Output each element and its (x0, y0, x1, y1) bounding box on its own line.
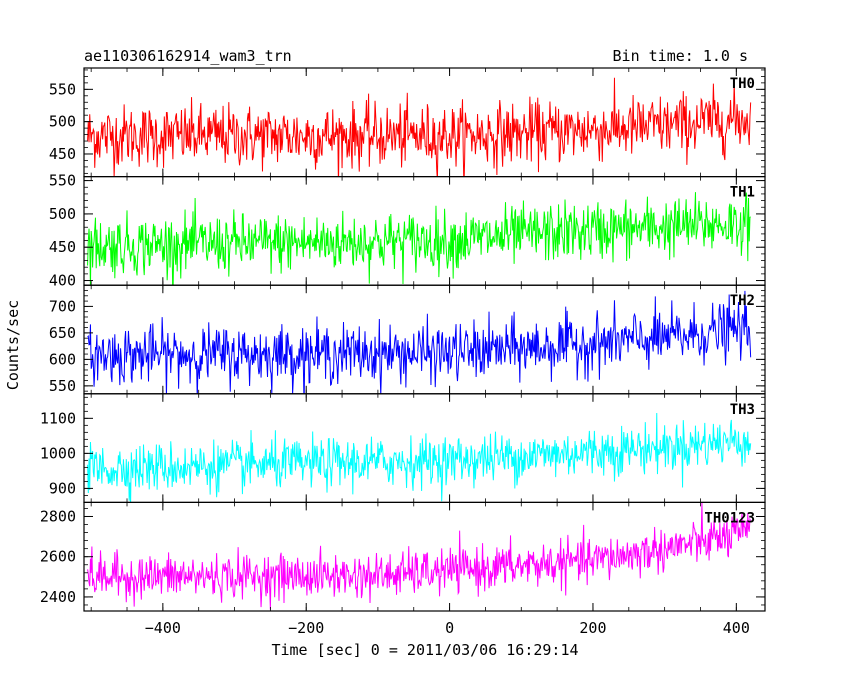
panel-frame (83, 67, 766, 178)
panel-th1: 400 450 500 550 TH1 (49, 172, 766, 290)
bin-time-label: Bin time: 1.0 s (613, 47, 748, 65)
x-tick-label: 200 (579, 619, 606, 637)
x-tick-label: −400 (145, 619, 181, 637)
y-tick-label: 1000 (40, 444, 76, 462)
panel-label-th2: TH2 (730, 293, 755, 309)
y-tick-label: 2600 (40, 548, 76, 566)
x-tick-label: −200 (288, 619, 324, 637)
panel-th3: 900 1000 1100 TH3 (40, 393, 766, 503)
y-tick-label: 400 (49, 272, 76, 290)
chart-title: ae110306162914_wam3_trn (84, 47, 292, 65)
panel-th0: 450 500 550 TH0 (49, 67, 766, 178)
y-tick-label: 2800 (40, 507, 76, 525)
y-tick-label: 650 (49, 324, 76, 342)
panel-label-th0: TH0 (730, 76, 755, 92)
y-tick-label: 2400 (40, 588, 76, 606)
panel-label-th0123: TH0123 (704, 510, 755, 526)
series-line-th0 (87, 77, 752, 177)
x-axis: −400 −200 0 200 400 (145, 619, 750, 637)
y-tick-label: 500 (49, 113, 76, 131)
y-tick-label: 450 (49, 238, 76, 256)
y-tick-label: 550 (49, 172, 76, 190)
y-tick-label: 500 (49, 205, 76, 223)
y-tick-label: 600 (49, 350, 76, 368)
y-tick-label: 550 (49, 377, 76, 395)
panels: 450 500 550 TH0 400 450 500 550 TH1 550 600 650 700 T… (40, 67, 766, 612)
panel-th2: 550 600 650 700 TH2 (49, 284, 766, 395)
y-tick-label: 900 (49, 479, 76, 497)
y-tick-label: 1100 (40, 409, 76, 427)
y-tick-label: 550 (49, 80, 76, 98)
x-tick-label: 400 (723, 619, 750, 637)
panel-label-th3: TH3 (730, 402, 755, 418)
y-tick-label: 700 (49, 297, 76, 315)
panel-label-th1: TH1 (730, 185, 755, 201)
y-tick-label: 450 (49, 145, 76, 163)
y-axis-label: Counts/sec (4, 300, 22, 390)
panel-th0123: 2400 2600 2800 TH0123 (40, 501, 766, 612)
series-line-th1 (87, 192, 751, 286)
series-line-th3 (87, 413, 752, 503)
series-line-th0123 (87, 502, 752, 610)
x-tick-label: 0 (445, 619, 454, 637)
series-line-th2 (87, 290, 752, 394)
x-axis-label: Time [sec] 0 = 2011/03/06 16:29:14 (271, 641, 578, 659)
